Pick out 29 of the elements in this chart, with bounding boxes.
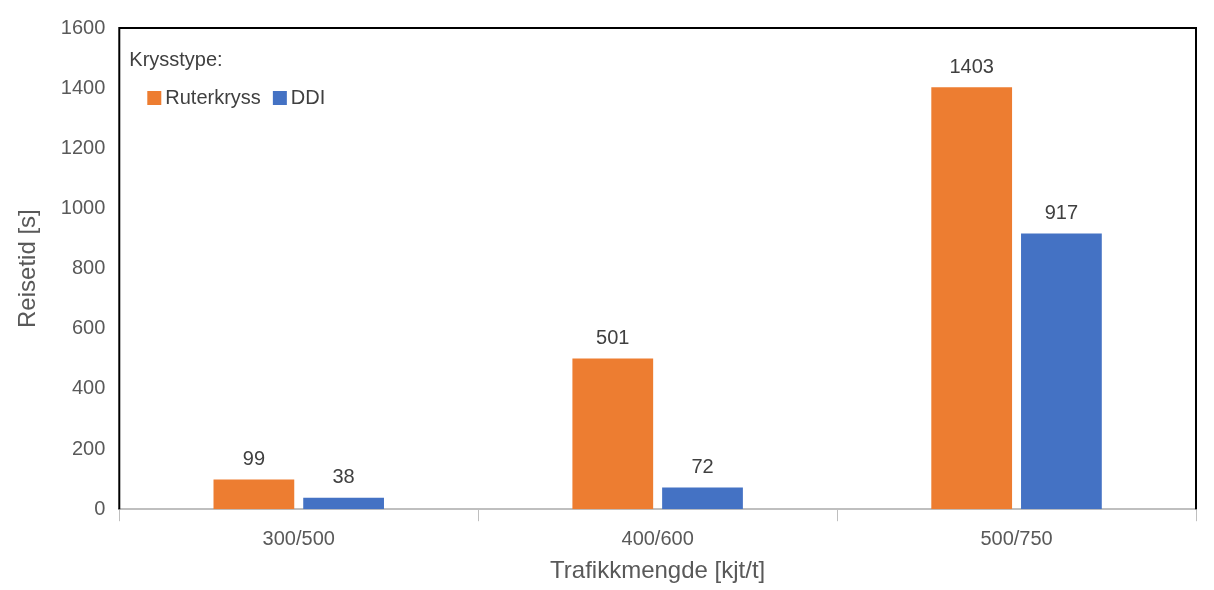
y-axis-title: Reisetid [s] [13, 209, 41, 328]
y-tick-label: 800 [71, 256, 106, 279]
legend-label: DDI [290, 85, 326, 108]
bar [662, 487, 743, 510]
y-tick-label: 1600 [60, 15, 106, 38]
x-tick-label: 300/500 [262, 526, 335, 549]
x-tick-label: 500/750 [980, 526, 1053, 549]
bar [213, 479, 295, 510]
bar [572, 358, 654, 510]
data-label: 1403 [949, 54, 994, 77]
data-label: 917 [1044, 200, 1079, 223]
data-label: 99 [242, 446, 266, 469]
bar [303, 497, 384, 510]
x-axis-title: Trafikkmengde [kjt/t] [550, 556, 766, 584]
y-tick-label: 600 [71, 316, 106, 339]
legend-label: Ruterkryss [165, 85, 261, 108]
y-tick-label: 1400 [60, 75, 106, 98]
y-tick-label: 1000 [60, 195, 106, 218]
y-tick-label: 0 [94, 496, 106, 519]
y-tick-label: 400 [71, 376, 106, 399]
x-tick-label: 400/600 [621, 526, 694, 549]
y-tick-label: 200 [71, 436, 106, 459]
data-label: 38 [332, 465, 355, 488]
bar [1021, 233, 1102, 510]
y-tick-label: 1200 [60, 135, 106, 158]
data-label: 501 [596, 326, 630, 349]
legend-title: Krysstype: [129, 47, 223, 70]
data-label: 72 [691, 455, 714, 478]
bar [931, 87, 1013, 510]
